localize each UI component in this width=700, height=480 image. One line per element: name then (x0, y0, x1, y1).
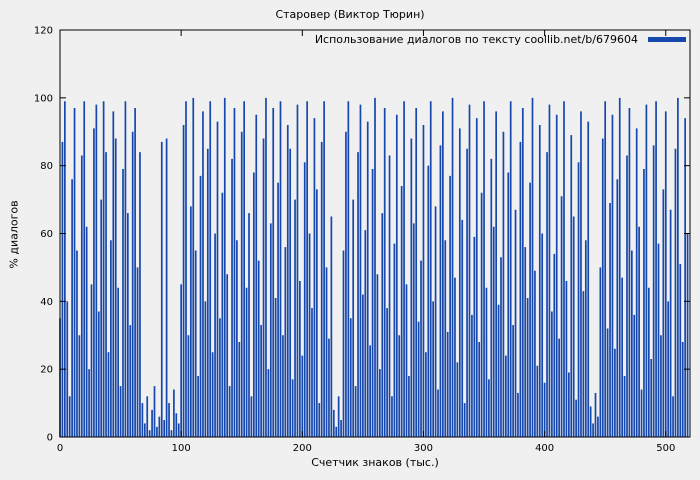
svg-text:200: 200 (293, 443, 312, 454)
svg-text:0: 0 (57, 443, 63, 454)
svg-text:20: 20 (40, 365, 53, 376)
svg-text:100: 100 (34, 93, 53, 104)
svg-text:0: 0 (47, 433, 53, 444)
svg-text:400: 400 (535, 443, 554, 454)
y-axis-label: % диалогов (7, 200, 21, 269)
chart-title: Старовер (Виктор Тюрин) (275, 8, 425, 21)
legend-label: Использование диалогов по тексту coollib… (314, 33, 638, 46)
x-axis-label: Счетчик знаков (тыс.) (311, 456, 439, 469)
svg-text:120: 120 (34, 26, 53, 37)
legend: Использование диалогов по тексту coollib… (315, 33, 686, 46)
svg-text:500: 500 (656, 443, 675, 454)
svg-text:300: 300 (414, 443, 433, 454)
svg-text:60: 60 (40, 229, 53, 240)
svg-text:100: 100 (172, 443, 191, 454)
svg-text:80: 80 (40, 161, 53, 172)
legend-swatch (648, 37, 686, 42)
svg-text:40: 40 (40, 297, 53, 308)
